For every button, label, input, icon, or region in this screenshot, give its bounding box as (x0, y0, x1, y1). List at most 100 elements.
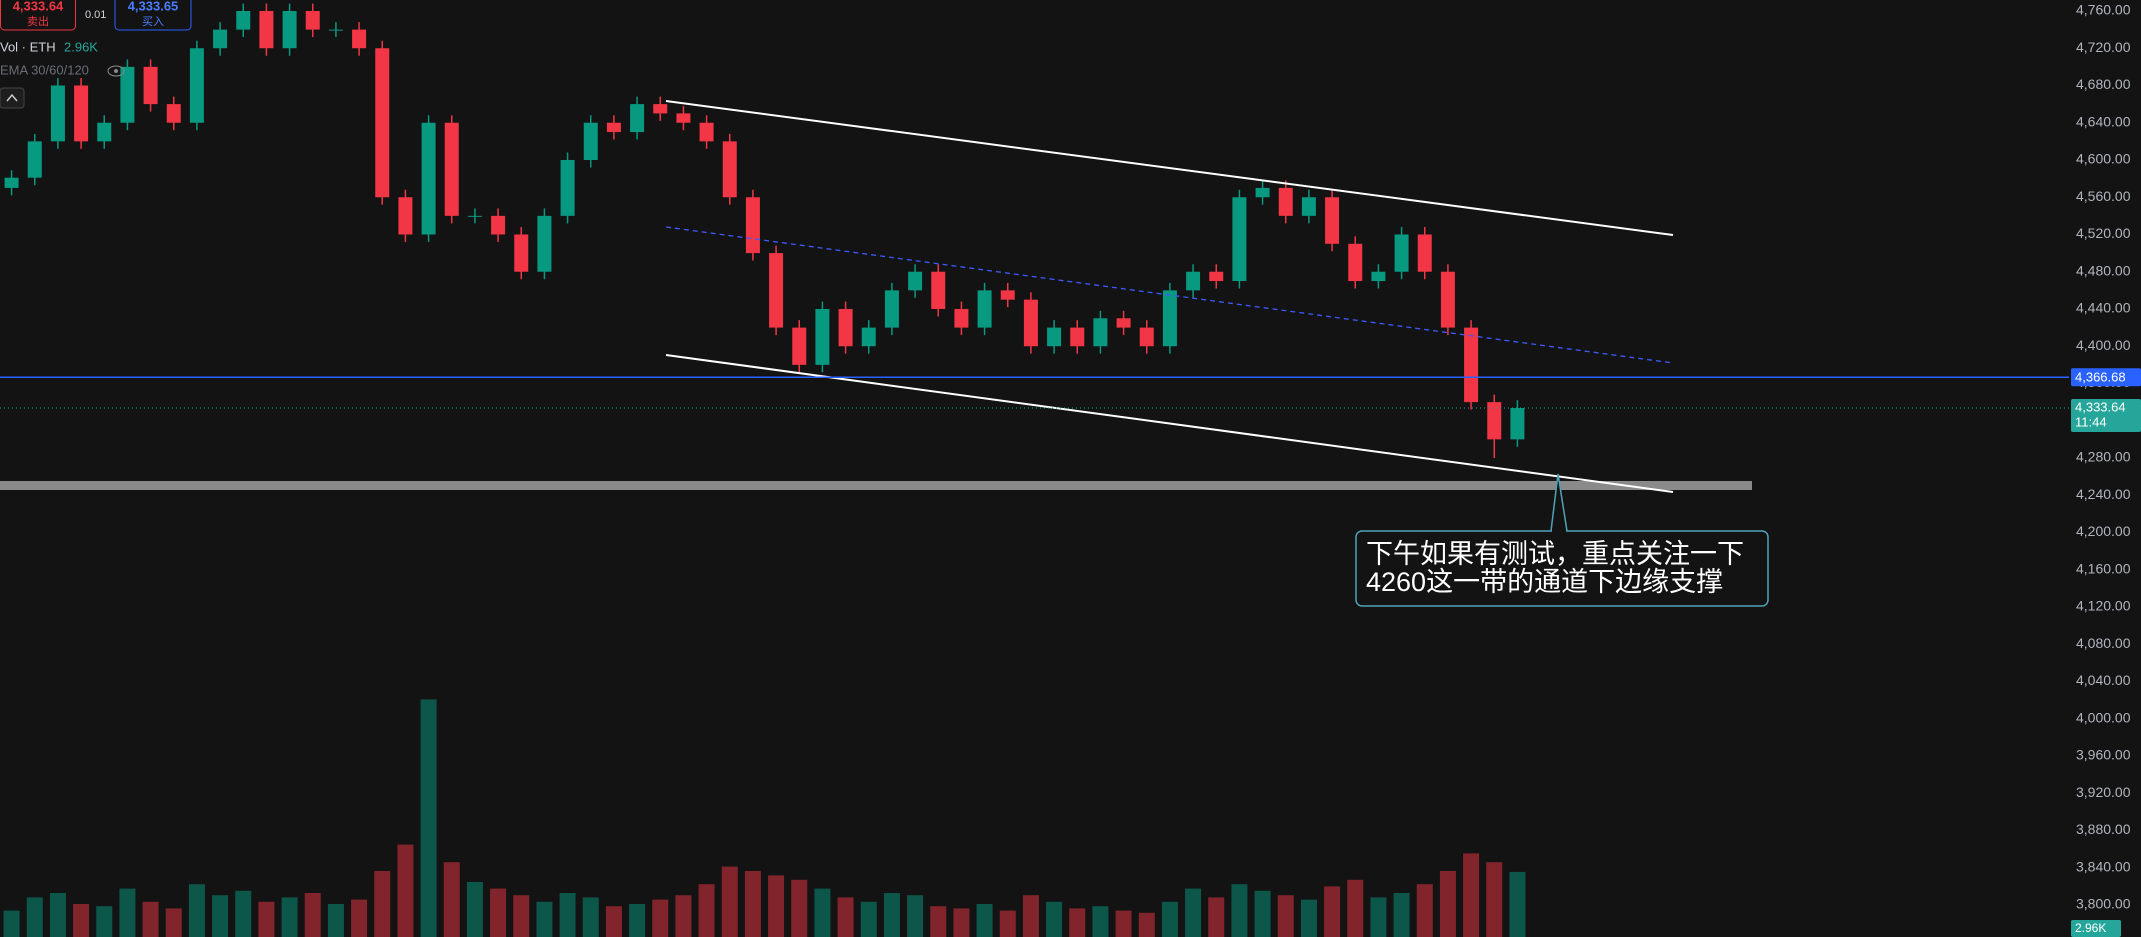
candle-body (282, 10, 297, 49)
y-tick-label: 3,920.00 (2076, 784, 2131, 800)
candle-body (977, 290, 992, 328)
countdown: 11:44 (2075, 414, 2107, 429)
candle-body (931, 271, 946, 309)
buy-button[interactable] (114, 0, 192, 31)
candle-body (815, 308, 830, 365)
last-price-tag (2071, 399, 2141, 433)
price-axis: 4,760.00 4,720.00 4,680.00 4,640.00 4,600.00… (2069, 0, 2141, 937)
volume-bar (860, 901, 877, 937)
volume-bar (490, 888, 507, 937)
candle-body (1278, 187, 1293, 216)
candle-body (491, 215, 506, 235)
candle-body (1186, 271, 1201, 291)
candle-body (4, 177, 19, 188)
visibility-icon[interactable] (107, 65, 125, 77)
candle-body (1510, 408, 1525, 440)
volume-bar (235, 890, 252, 937)
candle-body (50, 85, 65, 142)
volume-bar (1393, 893, 1410, 937)
volume-bar (721, 866, 738, 937)
y-tick-label: 4,520.00 (2076, 225, 2131, 241)
volume-bar (582, 897, 599, 937)
candle-body (1255, 187, 1270, 198)
y-tick-label: 4,080.00 (2076, 635, 2131, 651)
volume-bar (3, 910, 20, 937)
y-tick-label: 4,160.00 (2076, 560, 2131, 576)
candle-body (653, 104, 668, 114)
y-tick-label: 4,720.00 (2076, 39, 2131, 55)
axis-bg (2069, 0, 2141, 937)
candle-body (189, 48, 204, 123)
candle-body (722, 141, 737, 198)
volume-tag (2071, 920, 2121, 937)
collapse-button[interactable] (0, 87, 25, 109)
volume-bar (443, 862, 460, 937)
volume-bar (1277, 895, 1294, 937)
candle-body (606, 122, 621, 133)
volume-bar (907, 895, 924, 937)
volume-bar (1254, 890, 1271, 937)
candle-body (1440, 271, 1455, 328)
y-tick-label: 4,040.00 (2076, 672, 2131, 688)
volume-bar (837, 897, 854, 937)
candle-body (1232, 197, 1247, 282)
candle-body (236, 10, 251, 30)
y-tick-label: 4,760.00 (2076, 2, 2131, 18)
callout-text: 下午如果有测试，重点关注一下 (1366, 539, 1744, 569)
candle-body (1116, 318, 1131, 328)
callout-text: 4260这一带的通道下边缘支撑 (1366, 567, 1723, 597)
buy-price[interactable]: 4,333.65 (128, 0, 179, 13)
volume-bar (142, 901, 159, 937)
y-tick-label: 3,960.00 (2076, 747, 2131, 763)
y-tick-label: 4,240.00 (2076, 486, 2131, 502)
volume-bar (652, 899, 669, 937)
volume-bar (1486, 862, 1503, 937)
volume-bar (96, 906, 113, 937)
volume-bar (953, 908, 970, 937)
volume-legend: Vol · ETH (0, 39, 56, 54)
y-tick-label: 4,200.00 (2076, 523, 2131, 539)
volume-layer (3, 699, 1526, 937)
volume-bar (374, 871, 391, 937)
price-line-label: 4,366.68 (2075, 370, 2126, 385)
sell-button[interactable] (0, 0, 76, 31)
volume-bar (768, 875, 785, 937)
candle-body (1047, 327, 1062, 347)
volume-bar (536, 901, 553, 937)
spread: 0.01 (85, 9, 106, 21)
candle-body (74, 85, 89, 142)
buy-label[interactable]: 买入 (142, 15, 164, 28)
volume-bar (420, 699, 437, 937)
y-tick-label: 4,280.00 (2076, 449, 2131, 465)
volume-bar (188, 884, 205, 937)
candle-body (1348, 243, 1363, 282)
candle-body (1325, 197, 1340, 244)
volume-bar (1022, 895, 1039, 937)
volume-bar (1185, 888, 1202, 937)
sell-price[interactable]: 4,333.64 (13, 0, 64, 13)
volume-bar (675, 895, 692, 937)
candle-body (745, 197, 760, 254)
support-zone (0, 481, 1752, 490)
candle-body (27, 141, 42, 178)
candle-body (305, 10, 320, 30)
sell-label[interactable]: 卖出 (27, 14, 49, 28)
volume-bar (1439, 871, 1456, 937)
candle-body (375, 48, 390, 198)
volume-bar (1138, 912, 1155, 937)
candle-body (1000, 290, 1015, 300)
candle-body (514, 234, 529, 272)
channel-mid (665, 226, 1674, 364)
candle-body (97, 122, 112, 142)
volume-bar (559, 893, 576, 937)
volume-bar (1347, 879, 1364, 937)
candle-body (1464, 327, 1479, 403)
candle-body (1394, 234, 1409, 272)
volume-bar (212, 895, 229, 937)
candle-body (398, 197, 413, 235)
volume-bar (999, 910, 1016, 937)
candle-body (560, 159, 575, 216)
collapse-icon[interactable] (6, 93, 18, 102)
y-tick-label: 4,640.00 (2076, 113, 2131, 129)
y-tick-label: 4,000.00 (2076, 709, 2131, 725)
